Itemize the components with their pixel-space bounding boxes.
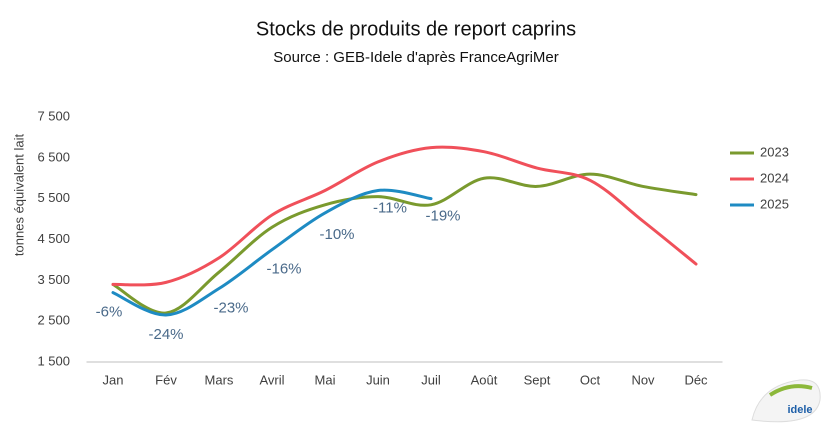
x-tick-label: Juil xyxy=(421,372,441,387)
y-tick-label: 7 500 xyxy=(37,108,70,123)
x-tick-label: Nov xyxy=(631,372,655,387)
annotation: -6% xyxy=(96,304,123,321)
x-tick-label: Août xyxy=(471,372,498,387)
y-tick-label: 3 500 xyxy=(37,272,70,287)
legend-label: 2024 xyxy=(760,170,789,185)
legend-label: 2025 xyxy=(760,196,789,211)
y-tick-label: 5 500 xyxy=(37,190,70,205)
x-tick-label: Mars xyxy=(205,372,234,387)
line xyxy=(111,145,698,287)
annotation: -23% xyxy=(213,299,248,316)
line xyxy=(111,188,433,317)
legend-label: 2023 xyxy=(760,144,789,159)
y-tick-label: 1 500 xyxy=(37,353,70,368)
x-tick-label: Juin xyxy=(366,372,390,387)
y-tick-label: 2 500 xyxy=(37,313,70,328)
x-tick-label: Oct xyxy=(580,372,601,387)
x-tick-label: Jan xyxy=(103,372,124,387)
y-tick-label: 6 500 xyxy=(37,149,70,164)
logo-text: idele xyxy=(787,404,812,416)
chart-subtitle: Source : GEB-Idele d'après FranceAgriMer xyxy=(273,49,558,66)
x-tick-label: Déc xyxy=(684,372,708,387)
logo: idele xyxy=(751,379,821,423)
annotation: -11% xyxy=(373,199,407,216)
annotation: -19% xyxy=(425,208,460,225)
y-axis-label: tonnes équivalent lait xyxy=(11,134,26,257)
x-tick-label: Fév xyxy=(155,372,177,387)
x-tick-label: Avril xyxy=(259,372,284,387)
chart-title: Stocks de produits de report caprins xyxy=(256,18,576,40)
y-tick-label: 4 500 xyxy=(37,231,70,246)
logo-swoosh xyxy=(768,384,813,397)
annotation: -10% xyxy=(319,226,354,243)
logo-shape xyxy=(751,379,821,423)
x-tick-label: Mai xyxy=(315,372,336,387)
annotation: -24% xyxy=(148,326,183,343)
x-tick-label: Sept xyxy=(524,372,551,387)
annotation: -16% xyxy=(266,261,301,278)
line xyxy=(111,172,698,315)
